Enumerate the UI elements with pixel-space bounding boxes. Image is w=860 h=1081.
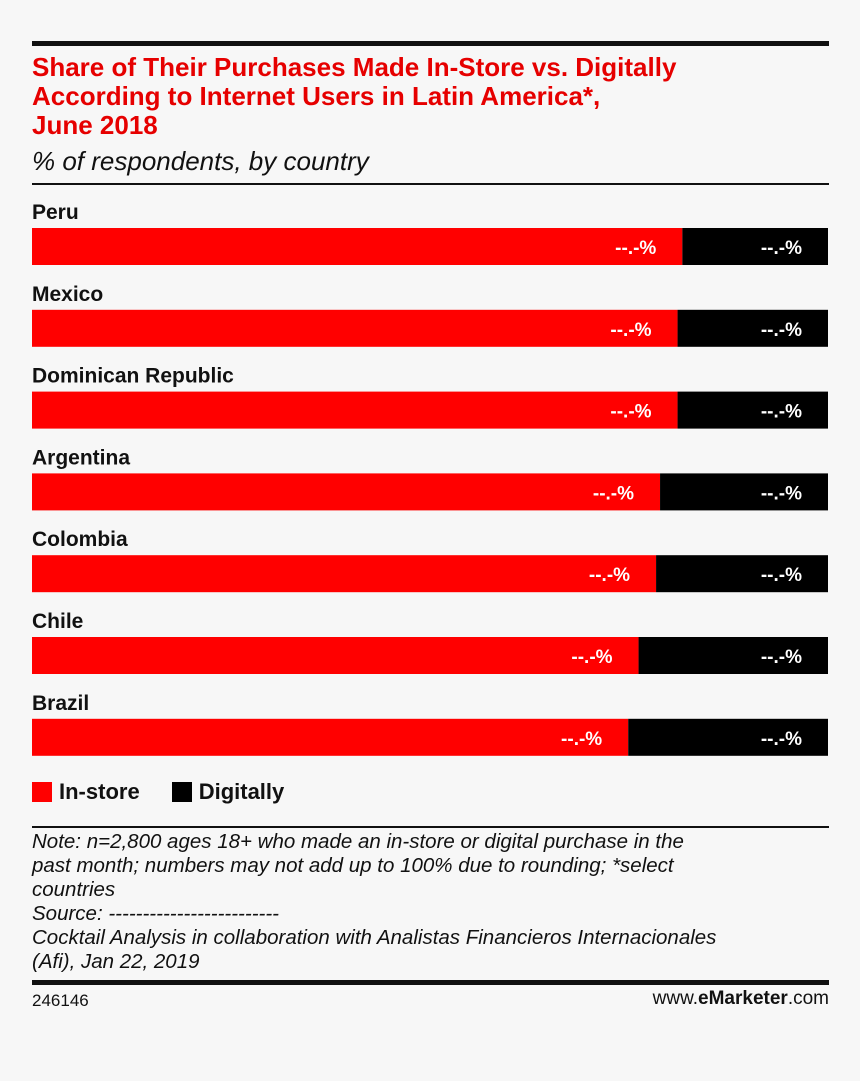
chart-title-line: June 2018 <box>32 110 158 140</box>
footer-rule <box>32 980 829 985</box>
brand-name: eMarketer <box>698 988 788 1009</box>
bar-in-store-chile <box>32 637 639 674</box>
legend-swatch-in-store <box>32 782 52 802</box>
chart-title: Share of Their Purchases Made In-Store v… <box>32 53 829 140</box>
top-rule <box>32 41 829 46</box>
value-label-in-store-brazil: --.-% <box>561 729 602 750</box>
note-line: past month; numbers may not add up to 10… <box>32 854 674 877</box>
bar-in-store-dominican-republic <box>32 391 678 429</box>
bar-in-store-argentina <box>32 473 661 511</box>
bar-in-store-peru <box>32 228 683 265</box>
bar-digitally-peru <box>682 228 828 265</box>
legend-swatch-digitally <box>171 782 192 802</box>
value-label-digitally-peru: --.-% <box>761 238 802 259</box>
country-label-mexico: Mexico <box>32 283 103 306</box>
value-label-digitally-brazil: --.-% <box>761 729 802 750</box>
chart-title-line: Share of Their Purchases Made In-Store v… <box>32 52 677 82</box>
source-line: Cocktail Analysis in collaboration with … <box>32 926 717 949</box>
value-label-in-store-peru: --.-% <box>615 238 656 259</box>
legend-label-in-store: In-store <box>59 779 140 804</box>
bar-digitally-colombia <box>656 555 828 593</box>
note-divider <box>32 826 829 828</box>
brand-prefix: www. <box>652 988 699 1009</box>
bar-digitally-chile <box>638 637 828 674</box>
country-label-peru: Peru <box>32 201 79 224</box>
country-label-argentina: Argentina <box>32 446 130 469</box>
bar-in-store-mexico <box>32 309 678 347</box>
country-label-dominican-republic: Dominican Republic <box>32 365 234 388</box>
note-line: countries <box>32 878 116 901</box>
value-label-digitally-argentina: --.-% <box>761 483 802 504</box>
legend-item-in-store: In-store <box>32 779 140 805</box>
country-label-chile: Chile <box>32 610 83 633</box>
country-label-colombia: Colombia <box>32 528 128 551</box>
value-label-digitally-dominican-republic: --.-% <box>761 402 802 423</box>
chart-note: Note: n=2,800 ages 18+ who made an in-st… <box>32 830 832 974</box>
brand-url[interactable]: www.eMarketer.com <box>653 988 829 1010</box>
bar-digitally-argentina <box>660 473 828 511</box>
value-label-in-store-colombia: --.-% <box>589 565 630 586</box>
bar-in-store-brazil <box>32 718 629 756</box>
country-label-brazil: Brazil <box>32 692 89 715</box>
source-line: (Afi), Jan 22, 2019 <box>32 950 200 973</box>
bar-in-store-colombia <box>32 555 657 593</box>
legend-item-digitally: Digitally <box>171 779 285 805</box>
stacked-bar-chart: Peru --.-% --.-% Mexico --.-% --.-% Dominican … <box>32 201 828 756</box>
value-label-digitally-colombia: --.-% <box>761 565 802 586</box>
legend: In-store Digitally <box>32 779 316 805</box>
value-label-digitally-chile: --.-% <box>761 647 802 668</box>
value-label-in-store-argentina: --.-% <box>593 483 634 504</box>
brand-suffix: .com <box>787 988 829 1009</box>
value-label-in-store-dominican-republic: --.-% <box>610 402 651 423</box>
chart-subtitle: % of respondents, by country <box>32 146 369 176</box>
bar-digitally-dominican-republic <box>677 391 828 429</box>
chart-title-line: According to Internet Users in Latin Ame… <box>32 81 601 111</box>
value-label-digitally-mexico: --.-% <box>761 320 802 341</box>
chart-id: 246146 <box>32 991 89 1010</box>
source-line: Source: ------------------------- <box>32 902 280 925</box>
header-divider <box>32 183 829 185</box>
bar-digitally-brazil <box>628 718 828 756</box>
value-label-in-store-chile: --.-% <box>571 647 612 668</box>
bar-digitally-mexico <box>677 309 828 347</box>
value-label-in-store-mexico: --.-% <box>610 320 651 341</box>
note-line: Note: n=2,800 ages 18+ who made an in-st… <box>32 830 684 853</box>
legend-label-digitally: Digitally <box>198 779 285 804</box>
